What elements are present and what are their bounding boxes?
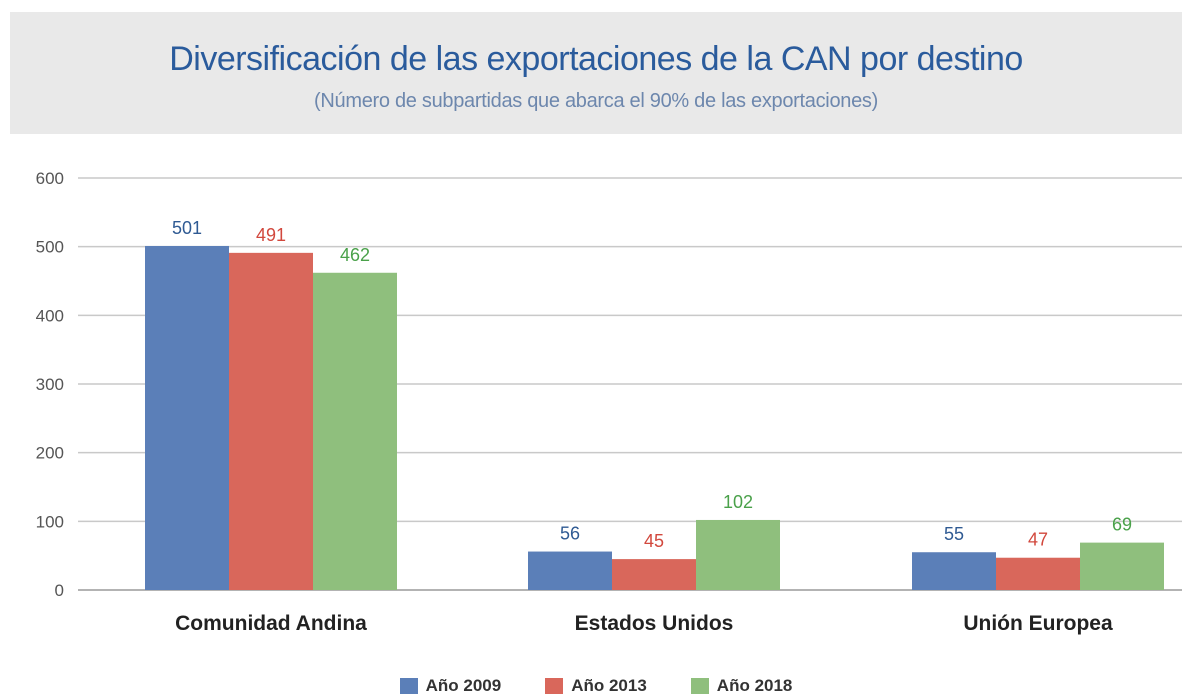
legend-item-2018: Año 2018	[690, 676, 793, 696]
x-category-label: Estados Unidos	[575, 612, 734, 635]
legend-label-2009: Año 2009	[425, 676, 502, 695]
legend-item-2009: Año 2009	[399, 676, 502, 696]
chart-title: Diversificación de las exportaciones de …	[169, 40, 1023, 78]
data-label: 69	[1112, 515, 1132, 535]
bar	[996, 557, 1080, 590]
y-tick-label: 500	[36, 238, 64, 257]
chart-header: Diversificación de las exportaciones de …	[10, 12, 1182, 134]
data-label: 102	[723, 492, 753, 512]
bar-chart: 0 100 200 300 400 500 600 501 491 462 Comunidad An…	[36, 169, 1182, 635]
y-tick-label: 100	[36, 512, 64, 531]
x-category-label: Unión Europea	[963, 612, 1113, 635]
bar	[696, 519, 780, 590]
y-tick-label: 400	[36, 306, 64, 325]
legend-swatch-2009	[399, 678, 418, 694]
legend: Año 2009 Año 2013 Año 2018	[0, 674, 1192, 698]
x-category-label: Comunidad Andina	[175, 612, 367, 635]
data-label: 47	[1028, 530, 1048, 550]
y-tick-label: 0	[55, 581, 64, 600]
legend-swatch-2018	[690, 678, 709, 694]
legend-label-2018: Año 2018	[716, 676, 793, 695]
bar	[229, 252, 313, 590]
bar	[912, 552, 996, 590]
bar	[1080, 542, 1164, 590]
legend-label-2013: Año 2013	[571, 676, 647, 695]
data-label: 491	[256, 225, 286, 245]
data-label: 55	[944, 524, 964, 544]
chart-subtitle: (Número de subpartidas que abarca el 90%…	[314, 90, 878, 112]
legend-swatch-2013	[545, 678, 564, 694]
data-label: 45	[644, 531, 664, 551]
y-tick-label: 600	[36, 169, 64, 188]
data-label: 56	[560, 524, 580, 544]
y-tick-label: 200	[36, 444, 64, 463]
legend-item-2013: Año 2013	[545, 676, 647, 696]
y-tick-label: 300	[36, 375, 64, 394]
bar	[145, 245, 229, 591]
bar	[528, 551, 612, 590]
data-label: 501	[172, 218, 202, 238]
bar	[612, 559, 696, 590]
data-label: 462	[340, 245, 370, 265]
bar	[313, 272, 397, 590]
